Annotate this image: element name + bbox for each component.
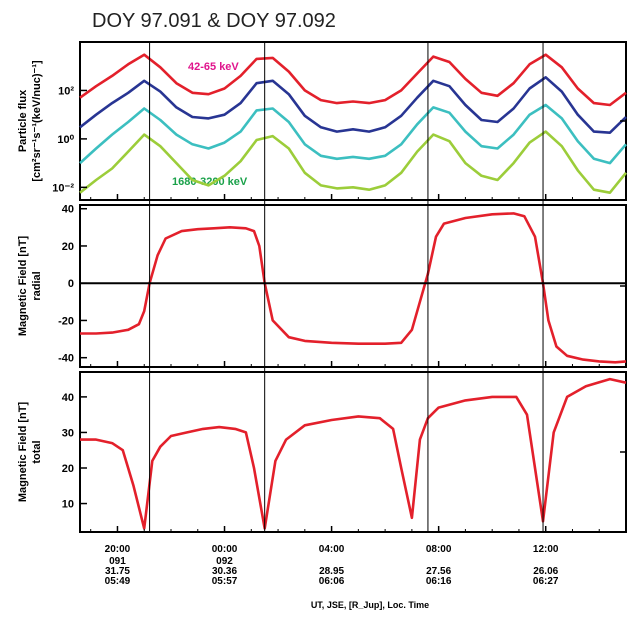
x-tick-label: 05:49: [105, 576, 131, 587]
radial-y-tick-label: 40: [62, 204, 74, 216]
total-y-tick-label: 30: [62, 427, 74, 439]
x-tick-label: 08:00: [426, 544, 452, 555]
x-tick-label: 20:00: [105, 544, 131, 555]
total-field-line: [80, 377, 627, 530]
flux-y-tick-label: 10⁻²: [52, 182, 74, 194]
radial-ylabel: Magnetic Field [nT]: [17, 236, 29, 337]
flux-y-tick-label: 10⁰: [57, 134, 74, 146]
flux-y-tick-label: 10²: [58, 85, 74, 97]
flux-series-3: [79, 130, 628, 194]
energy-label-low: 42-65 keV: [188, 61, 239, 73]
x-tick-label: 06:06: [319, 576, 345, 587]
flux-series-0: [79, 53, 627, 107]
x-tick-label: 092: [216, 556, 233, 567]
x-tick-label: 00:00: [212, 544, 238, 555]
energy-label-high: 1680-3200 keV: [172, 176, 248, 188]
x-tick-label: 12:00: [533, 544, 559, 555]
x-tick-label: 04:00: [319, 544, 345, 555]
total-ylabel: Magnetic Field [nT]: [17, 402, 29, 503]
x-tick-label: 28.95: [319, 566, 344, 577]
x-axis-label: UT, JSE, [R_Jup], Loc. Time: [311, 600, 429, 610]
radial-y-tick-label: 20: [62, 241, 74, 253]
total-y-tick-label: 10: [62, 499, 74, 511]
total-y-tick-label: 40: [62, 392, 74, 404]
flux-ylabel-units: [cm²sr⁻¹s⁻¹(keV/nuc)⁻¹]: [31, 60, 43, 182]
x-tick-label: 091: [109, 556, 126, 567]
flux-ylabel: Particle flux: [17, 89, 29, 152]
flux-series-2: [79, 103, 627, 165]
flux-series-1: [79, 76, 627, 134]
x-tick-label: 31.75: [105, 566, 130, 577]
x-tick-label: 27.56: [426, 566, 451, 577]
radial-y-tick-label: -20: [58, 315, 74, 327]
x-tick-label: 26.06: [533, 566, 558, 577]
x-tick-label: 05:57: [212, 576, 238, 587]
radial-y-tick-label: -40: [58, 353, 74, 365]
x-tick-label: 30.36: [212, 566, 237, 577]
total-ylabel-component: total: [31, 440, 43, 463]
x-tick-label: 06:27: [533, 576, 559, 587]
figure-title: DOY 97.091 & DOY 97.092: [92, 10, 336, 32]
radial-field-line: [80, 212, 627, 364]
radial-ylabel-component: radial: [31, 271, 43, 300]
radial-y-tick-label: 0: [68, 278, 74, 290]
x-tick-label: 06:16: [426, 576, 452, 587]
total-y-tick-label: 20: [62, 463, 74, 475]
